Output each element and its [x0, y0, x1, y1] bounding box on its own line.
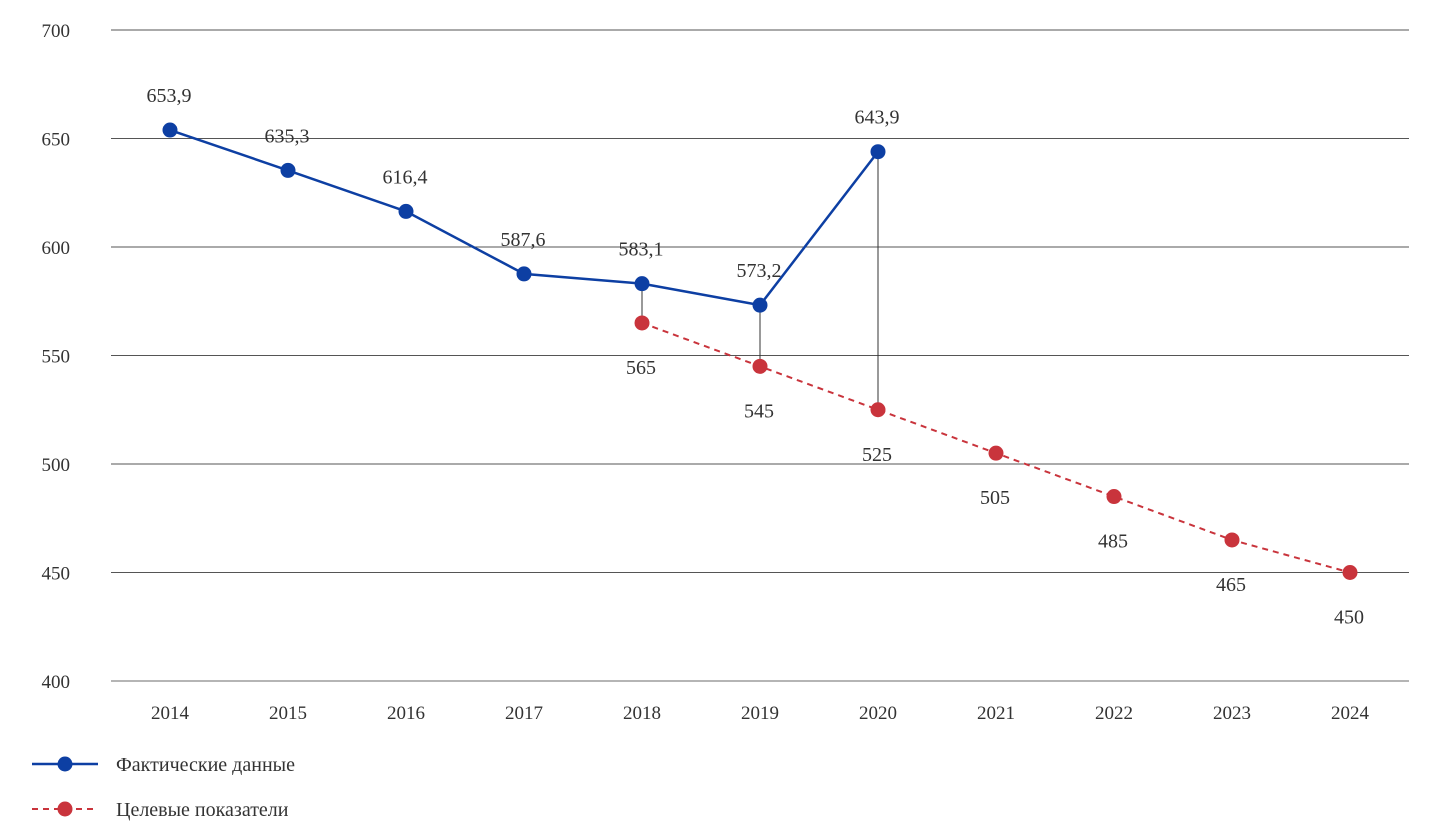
legend: Фактические данные Целевые показатели	[32, 754, 295, 821]
data-labels: 653,9 635,3 616,4 587,6 583,1 573,2 643,9 565 54…	[147, 85, 1365, 628]
y-tick-label: 550	[42, 347, 71, 368]
x-tick-label: 2014	[151, 703, 190, 724]
x-tick-label: 2017	[505, 703, 543, 724]
y-tick-label: 450	[42, 564, 71, 585]
marker-target	[1342, 565, 1358, 580]
marker-actual	[162, 122, 178, 138]
data-label-actual: 587,6	[501, 229, 546, 251]
y-tick-label: 500	[42, 455, 71, 476]
data-label-actual: 573,2	[737, 260, 782, 282]
y-tick-label: 400	[42, 672, 71, 693]
y-axis-ticks: 400 450 500 550 600 650 700	[42, 21, 71, 693]
legend-label-actual: Фактические данные	[116, 754, 295, 776]
marker-target	[1106, 489, 1122, 505]
data-label-target: 545	[744, 400, 774, 422]
marker-actual	[516, 266, 532, 282]
legend-label-target: Целевые показатели	[116, 799, 289, 821]
data-label-target: 465	[1216, 574, 1246, 596]
legend-item-target: Целевые показатели	[32, 799, 289, 821]
x-tick-label: 2018	[623, 703, 661, 724]
data-label-target: 525	[862, 444, 892, 466]
x-tick-label: 2020	[859, 703, 897, 724]
x-tick-label: 2019	[741, 703, 779, 724]
legend-item-actual: Фактические данные	[32, 754, 295, 776]
marker-actual	[634, 276, 650, 292]
grid-lines	[111, 29, 1409, 682]
data-label-target: 450	[1334, 607, 1364, 629]
data-label-actual: 583,1	[619, 239, 664, 261]
marker-target	[870, 402, 886, 418]
series-markers	[162, 122, 1358, 580]
y-tick-label: 650	[42, 130, 71, 151]
y-tick-label: 700	[42, 21, 71, 42]
data-label-target: 565	[626, 357, 656, 379]
x-tick-label: 2023	[1213, 703, 1251, 724]
marker-target	[988, 445, 1004, 461]
x-tick-label: 2022	[1095, 703, 1133, 724]
marker-actual	[752, 297, 768, 313]
marker-target	[752, 358, 768, 374]
legend-marker-target	[57, 801, 73, 817]
marker-target	[634, 315, 650, 331]
data-label-actual: 616,4	[383, 166, 428, 188]
data-label-actual: 643,9	[855, 107, 900, 129]
marker-target	[1224, 532, 1240, 548]
data-label-actual: 653,9	[147, 85, 192, 107]
x-tick-label: 2016	[387, 703, 425, 724]
data-label-target: 485	[1098, 531, 1128, 553]
x-tick-label: 2021	[977, 703, 1015, 724]
data-label-actual: 635,3	[265, 125, 310, 147]
x-axis-ticks: 2014 2015 2016 2017 2018 2019 2020 2021 2022 2023…	[151, 703, 1370, 724]
marker-actual	[280, 162, 296, 178]
marker-actual	[870, 144, 886, 160]
x-tick-label: 2015	[269, 703, 307, 724]
legend-marker-actual	[57, 756, 73, 772]
data-label-target: 505	[980, 487, 1010, 509]
y-tick-label: 600	[42, 238, 71, 259]
x-tick-label: 2024	[1331, 703, 1370, 724]
marker-actual	[398, 203, 414, 219]
